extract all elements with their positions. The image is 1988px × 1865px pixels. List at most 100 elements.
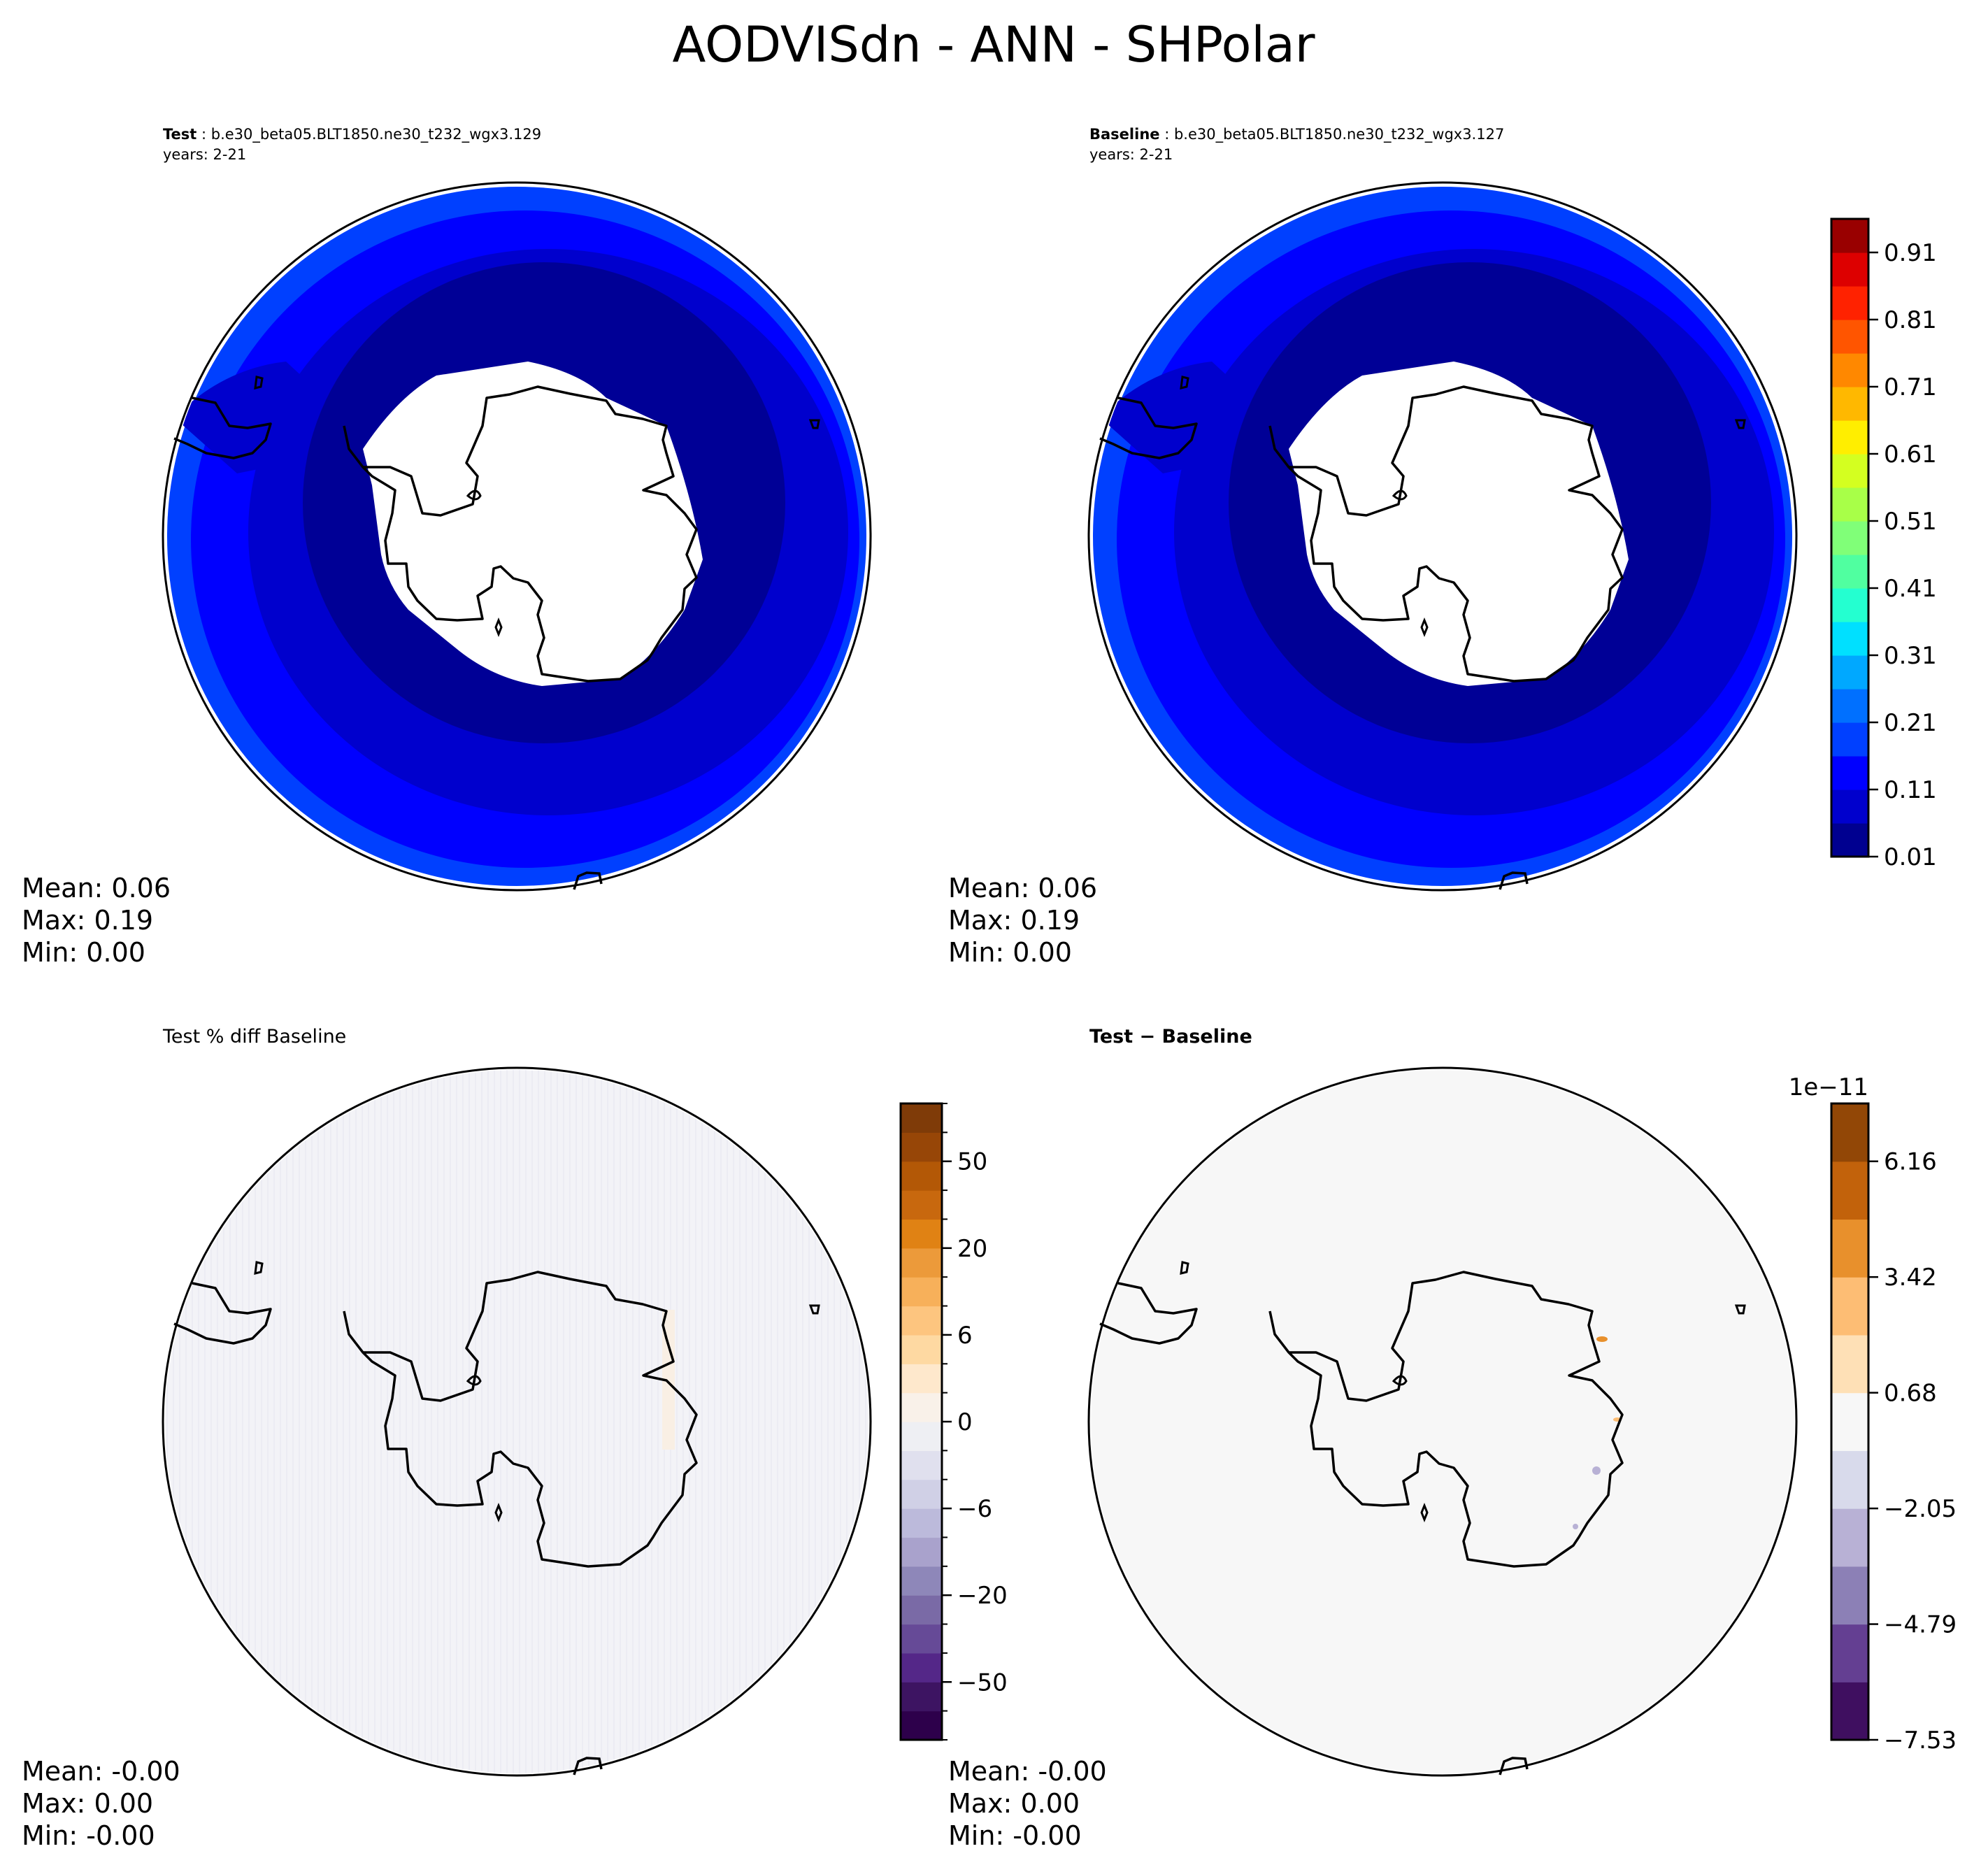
panel-years: years: 2-21	[1089, 146, 1173, 163]
stat-mean: Mean: -0.00	[22, 1756, 180, 1787]
map-boundary	[1087, 1066, 1798, 1777]
figure-title: AODVISdn - ANN - SHPolar	[672, 16, 1315, 73]
colorbar-diff: −7.53 −4.79 −2.05 0.68 3.42 6.16 1e−11	[1789, 1073, 1957, 1755]
panel-title: Test − Baseline	[1089, 1026, 1252, 1048]
colorbar-band	[901, 1508, 942, 1538]
colorbar-band	[1831, 789, 1868, 824]
colorbar-band	[901, 1682, 942, 1712]
colorbar-tick-label: 0.61	[1884, 441, 1937, 469]
colorbar-band	[1831, 1277, 1868, 1336]
colorbar-band	[901, 1103, 942, 1133]
colorbar-band	[901, 1190, 942, 1220]
colorbar-band	[901, 1710, 942, 1741]
stat-max: Max: 0.00	[22, 1788, 153, 1819]
stat-mean: Mean: 0.06	[948, 873, 1097, 903]
colorbar-band	[901, 1364, 942, 1394]
colorbar-band	[1831, 387, 1868, 421]
contour-field	[165, 1070, 868, 1773]
stat-min: Min: -0.00	[22, 1820, 155, 1851]
colorbar-tick-label: −6	[957, 1495, 992, 1523]
panel-title-case: : b.e30_beta05.BLT1850.ne30_t232_wgx3.12…	[1160, 126, 1505, 143]
colorbar-tick-label: −4.79	[1884, 1611, 1957, 1639]
colorbar-band	[901, 1306, 942, 1336]
polar-map	[1087, 181, 1798, 892]
colorbar-tick-label: 0.51	[1884, 508, 1937, 536]
diff-patch	[1592, 1466, 1601, 1475]
colorbar-band	[901, 1248, 942, 1278]
polar-map	[162, 181, 872, 892]
colorbar-tick-label: 0	[957, 1408, 973, 1436]
colorbar-band	[1831, 252, 1868, 287]
panel-title-label: Test	[163, 126, 196, 143]
map-boundary	[1087, 181, 1798, 892]
colorbar-band	[1831, 320, 1868, 354]
colorbar-tick-label: 0.71	[1884, 373, 1937, 401]
colorbar-pct-diff: −50 −20 −6 0 6 20 50	[899, 1102, 1008, 1741]
panel-title: Test % diff Baseline	[162, 1026, 346, 1048]
stat-mean: Mean: 0.06	[22, 873, 171, 903]
contour-field	[1093, 187, 1792, 886]
colorbar-band	[1831, 1682, 1868, 1741]
colorbar-tick-label: 3.42	[1884, 1264, 1937, 1292]
panel-baseline: Baseline : b.e30_beta05.BLT1850.ne30_t23…	[948, 126, 1798, 968]
colorbar-frame	[1830, 1102, 1870, 1741]
colorbar-band	[901, 1595, 942, 1625]
colorbar-band	[901, 1277, 942, 1307]
panel-title: Test : b.e30_beta05.BLT1850.ne30_t232_wg…	[163, 126, 541, 143]
contour-level-0	[165, 1070, 868, 1773]
colorbar-band	[1831, 1508, 1868, 1567]
colorbar-tick-label: 0.31	[1884, 642, 1937, 670]
colorbar-band	[1831, 454, 1868, 488]
stat-max: Max: 0.19	[22, 905, 153, 936]
panel-test: Test : b.e30_beta05.BLT1850.ne30_t232_wg…	[22, 126, 872, 968]
colorbar-band	[1831, 1219, 1868, 1278]
contour-field	[1091, 1070, 1794, 1773]
colorbar-band	[1831, 353, 1868, 387]
colorbar-band	[1831, 588, 1868, 622]
colorbar-band	[1831, 622, 1868, 656]
colorbar-band	[1831, 756, 1868, 790]
colorbar-tick-label: 0.01	[1884, 843, 1937, 871]
colorbar-band	[1831, 1566, 1868, 1625]
contour-patch	[662, 1310, 675, 1450]
colorbar-tick-label: 20	[957, 1235, 987, 1263]
missing-data-mask	[1289, 362, 1629, 686]
colorbar-band	[1831, 1103, 1868, 1162]
colorbar-tick-label: 6.16	[1884, 1148, 1937, 1176]
colorbar-tick-label: 6	[957, 1322, 973, 1350]
missing-data-mask	[363, 362, 703, 686]
stat-min: Min: 0.00	[22, 937, 145, 968]
colorbar-tick-label: 0.11	[1884, 776, 1937, 804]
colorbar-baseline: 0.01 0.11 0.21 0.31 0.41 0.51 0.61 0.71 0.81 0.91	[1830, 217, 1937, 871]
stat-mean: Mean: -0.00	[948, 1756, 1107, 1787]
colorbar-tick-label: 0.81	[1884, 306, 1937, 334]
colorbar-band	[1831, 1392, 1868, 1451]
stat-min: Min: 0.00	[948, 937, 1072, 968]
colorbar-tick-label: 0.91	[1884, 239, 1937, 267]
panel-title: Baseline : b.e30_beta05.BLT1850.ne30_t23…	[1089, 126, 1504, 143]
colorbar-band	[901, 1566, 942, 1596]
colorbar-band	[901, 1624, 942, 1654]
colorbar-band	[1831, 1624, 1868, 1682]
colorbar-tick-label: 50	[957, 1148, 987, 1176]
colorbar-band	[1831, 655, 1868, 689]
colorbar-band	[1831, 286, 1868, 320]
polar-map	[1087, 1066, 1798, 1777]
colorbar-band	[901, 1219, 942, 1249]
diff-patch	[1573, 1524, 1578, 1529]
map-boundary	[162, 181, 872, 892]
contour-level-0	[1091, 1070, 1794, 1773]
colorbar-band	[1831, 689, 1868, 723]
colorbar-tick-label: 0.21	[1884, 709, 1937, 737]
colorbar-band	[901, 1479, 942, 1509]
colorbar-band	[1831, 722, 1868, 757]
colorbar-band	[1831, 555, 1868, 589]
stat-min: Min: -0.00	[948, 1820, 1082, 1851]
colorbar-frame	[1830, 217, 1870, 858]
colorbar-tick-label: 0.68	[1884, 1380, 1937, 1408]
colorbar-band	[901, 1161, 942, 1191]
colorbar-band	[901, 1334, 942, 1364]
